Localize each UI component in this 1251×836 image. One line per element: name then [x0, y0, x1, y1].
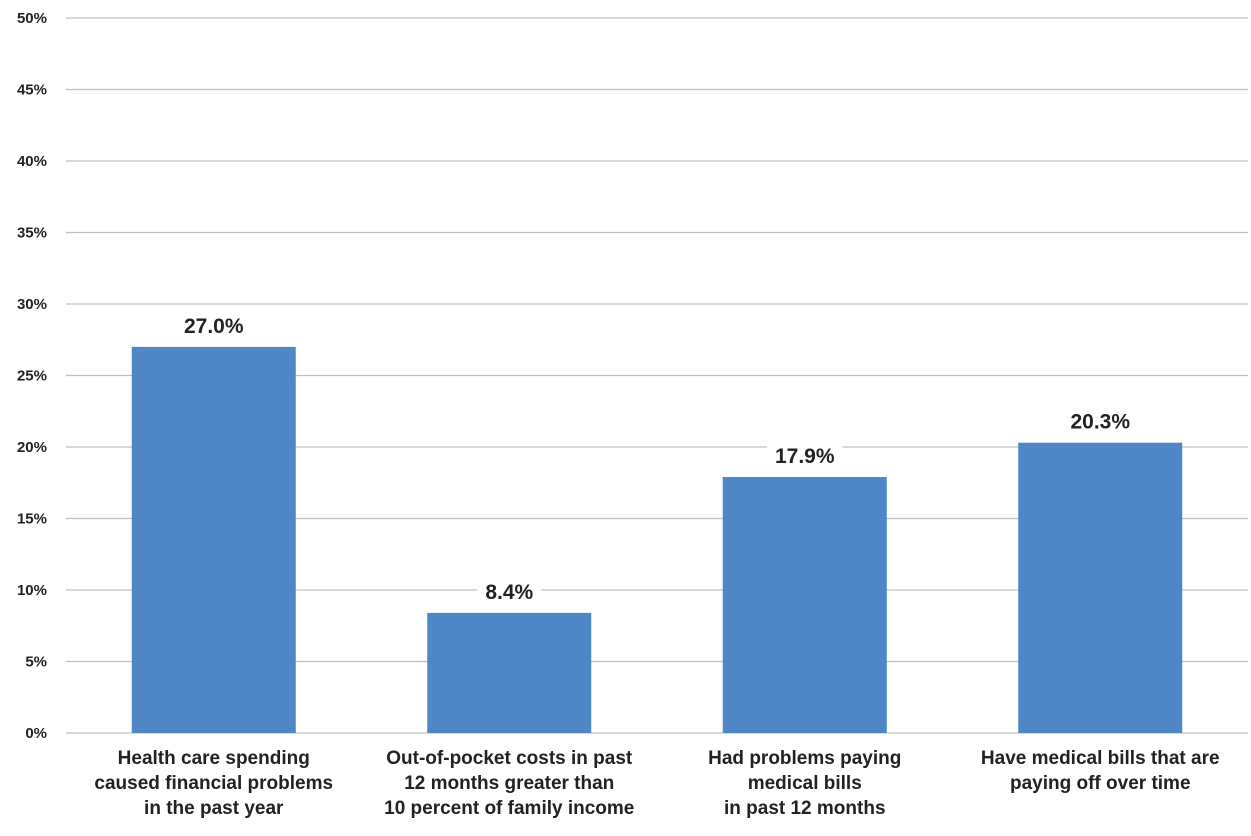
y-tick-label: 15% [17, 511, 47, 528]
y-tick-label: 35% [17, 225, 47, 242]
data-label: 20.3% [1070, 411, 1130, 434]
category-label-line: caused financial problems [94, 773, 333, 794]
data-label-background [766, 443, 843, 471]
category-label-line: in the past year [144, 798, 284, 819]
data-label: 17.9% [775, 445, 835, 468]
category-label-line: Health care spending [118, 748, 310, 769]
category-label-line: Had problems paying [708, 748, 901, 769]
category-label-line: paying off over time [1010, 773, 1191, 794]
category-labels: Health care spending caused financial pro… [94, 748, 1219, 819]
y-tick-label: 0% [25, 725, 47, 742]
category-label-line: 12 months greater than [404, 773, 614, 794]
data-label: 8.4% [485, 581, 533, 604]
data-label: 27.0% [184, 315, 244, 338]
bars [131, 346, 1183, 733]
data-labels: 27.0% 8.4% 17.9% 20.3% [175, 312, 1139, 606]
data-label-background [175, 312, 252, 340]
bar [722, 477, 887, 733]
category-label-line: in past 12 months [724, 798, 886, 819]
category-label: Health care spending caused financial pro… [94, 748, 333, 819]
category-label-line: 10 percent of family income [384, 798, 634, 819]
data-label-background [477, 578, 542, 606]
y-tick-label: 10% [17, 582, 47, 599]
category-label: Have medical bills that are paying off ov… [981, 748, 1220, 794]
y-tick-label: 5% [25, 654, 47, 671]
bar [131, 346, 296, 733]
category-label-line: medical bills [748, 773, 862, 794]
category-label-line: Have medical bills that are [981, 748, 1220, 769]
y-tick-label: 25% [17, 368, 47, 385]
bar [1018, 442, 1183, 733]
bar [427, 612, 592, 733]
y-tick-label: 40% [17, 153, 47, 170]
category-label-line: Out-of-pocket costs in past [386, 748, 633, 769]
category-label: Out-of-pocket costs in past 12 months gre… [384, 748, 634, 819]
y-tick-label: 45% [17, 82, 47, 99]
y-tick-label: 30% [17, 296, 47, 313]
y-axis-tick-labels: 0% 5% 10% 15% 20% 25% 30% 35% 40% 45% 50% [17, 10, 47, 742]
y-tick-label: 50% [17, 10, 47, 27]
data-label-background [1062, 408, 1139, 436]
y-tick-label: 20% [17, 439, 47, 456]
category-label: Had problems paying medical bills in past … [708, 748, 901, 819]
